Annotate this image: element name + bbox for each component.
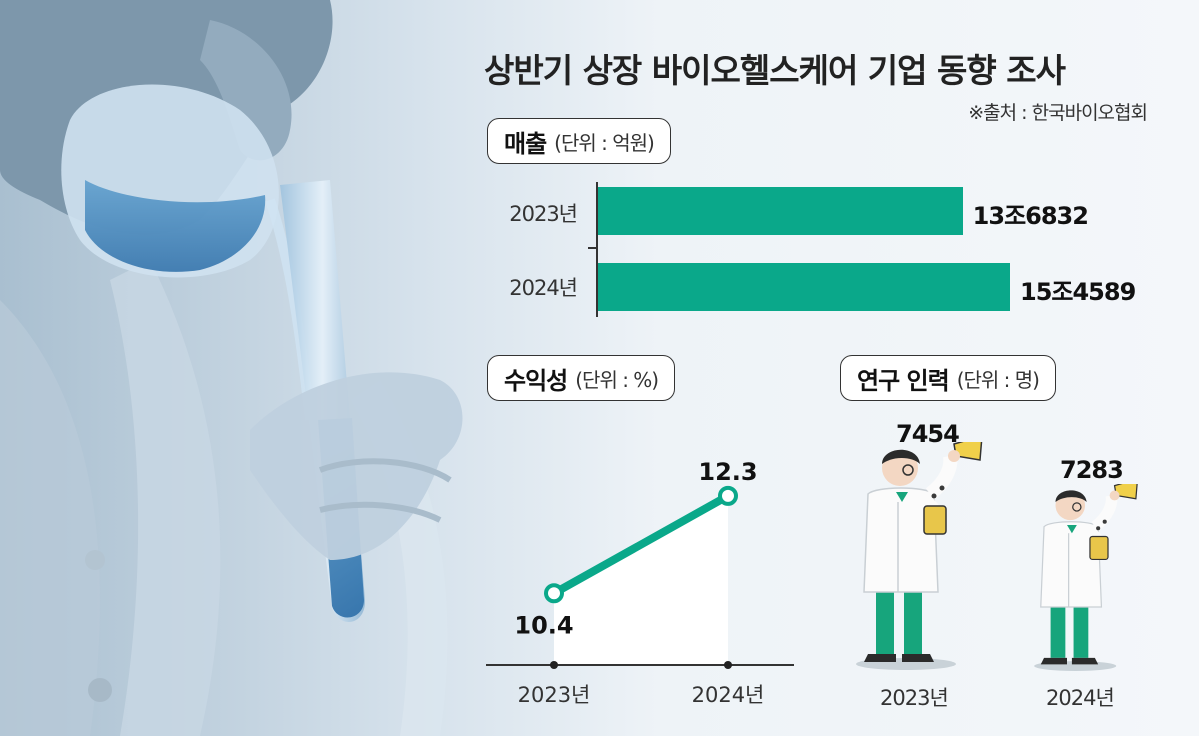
- profitability-unit: (단위 : %): [575, 367, 659, 392]
- research-staff-unit: (단위 : 명): [956, 367, 1040, 392]
- revenue-bar-2024: [598, 263, 1010, 311]
- profitability-category-2024: 2024년: [692, 683, 765, 707]
- profitability-point-2024: [718, 485, 738, 506]
- profitability-line: [550, 491, 732, 598]
- profitability-x-tick-2023: [550, 661, 558, 669]
- research-staff-value-2024: 7283: [1060, 456, 1124, 484]
- scientist-figure-2024: [1034, 484, 1138, 671]
- research-staff-chart-label: 연구 인력 (단위 : 명): [840, 355, 1056, 401]
- profitability-value-2023: 10.4: [514, 611, 573, 639]
- profitability-chart-label: 수익성 (단위 : %): [487, 355, 676, 401]
- research-staff-title: 연구 인력: [857, 366, 950, 395]
- profitability-plot: 10.4 12.3 2023년 2024년: [486, 458, 794, 707]
- revenue-category-2023: 2023년: [509, 202, 578, 226]
- profitability-title: 수익성: [504, 366, 568, 395]
- profitability-point-2023: [544, 583, 564, 604]
- revenue-category-2024: 2024년: [509, 276, 578, 300]
- revenue-value-2024: 15조4589: [1020, 278, 1136, 306]
- profitability-x-tick-2024: [724, 661, 732, 669]
- revenue-value-2023: 13조6832: [972, 202, 1089, 230]
- revenue-bar-2023: [598, 187, 963, 235]
- research-staff-value-2023: 7454: [896, 420, 960, 448]
- profitability-value-2024: 12.3: [698, 458, 757, 486]
- profitability-area: [554, 495, 728, 665]
- revenue-unit: (단위 : 억원): [554, 130, 655, 155]
- revenue-title: 매출: [504, 129, 547, 158]
- page-title: 상반기 상장 바이오헬스케어 기업 동향 조사: [484, 51, 1066, 90]
- research-staff-category-2023: 2023년: [880, 686, 949, 710]
- source-note: ※출처 : 한국바이오협회: [968, 102, 1148, 124]
- profitability-category-2023: 2023년: [518, 683, 591, 707]
- research-staff-category-2024: 2024년: [1046, 686, 1115, 710]
- scientist-figure-2023: [856, 442, 983, 670]
- revenue-axis: [596, 182, 598, 317]
- revenue-axis-tick: [588, 247, 596, 249]
- revenue-chart-label: 매출 (단위 : 억원): [487, 118, 671, 164]
